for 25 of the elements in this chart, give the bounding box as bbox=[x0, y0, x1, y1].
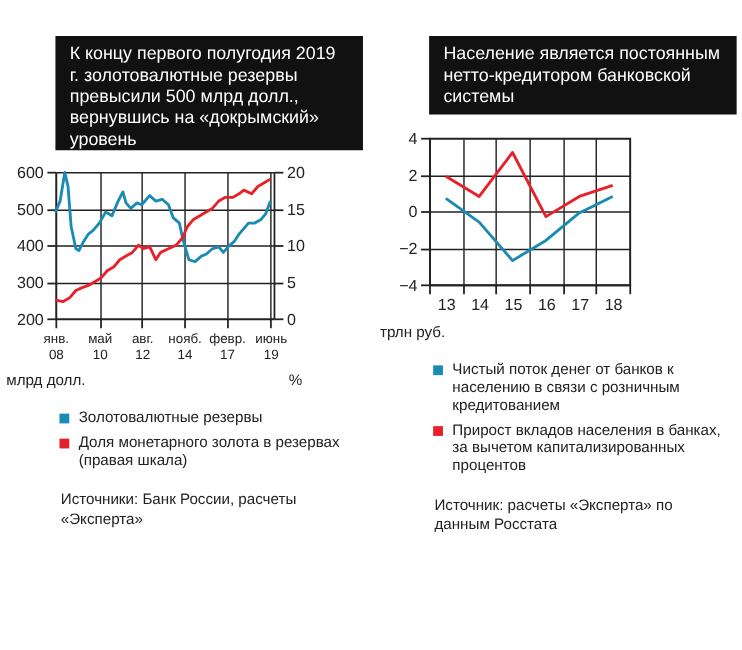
y-tick-label: −2 bbox=[399, 240, 419, 259]
x-tick-label: 16 bbox=[537, 296, 557, 315]
x-tick-label: 13 bbox=[437, 296, 457, 315]
x-tick-label: 17 bbox=[571, 296, 591, 315]
y2-tick-label: 20 bbox=[286, 164, 306, 183]
y2-tick-label: 15 bbox=[286, 200, 306, 219]
y-tick-label: 0 bbox=[408, 203, 419, 222]
chart-title: К концу первого полугодия 2019 г. золотовалютные резервы превысили 500 млрд долл., вернувшись на «докрымский» уровень bbox=[69, 43, 336, 149]
y-tick-label: −4 bbox=[399, 276, 419, 295]
y2-tick-label: 10 bbox=[286, 237, 306, 256]
line-series bbox=[444, 151, 615, 219]
y-tick-label: 400 bbox=[16, 237, 45, 256]
y-tick-label: 200 bbox=[16, 310, 45, 329]
x-tick-label: 14 bbox=[471, 296, 491, 315]
y2-tick-label: 5 bbox=[286, 274, 297, 292]
x-tick-label: 15 bbox=[504, 296, 524, 315]
y-tick-label: 2 bbox=[408, 166, 419, 185]
line-series bbox=[444, 195, 615, 263]
chart-title: Население является постоянным нетто-кредитором банковской системы bbox=[443, 43, 721, 107]
x-tick-label: 18 bbox=[604, 296, 624, 315]
y-tick-label: 300 bbox=[16, 274, 45, 292]
y-tick-label: 500 bbox=[16, 200, 45, 219]
y-tick-label: 600 bbox=[16, 164, 45, 183]
y-tick-label: 4 bbox=[408, 130, 419, 149]
y2-tick-label: 0 bbox=[286, 310, 297, 329]
